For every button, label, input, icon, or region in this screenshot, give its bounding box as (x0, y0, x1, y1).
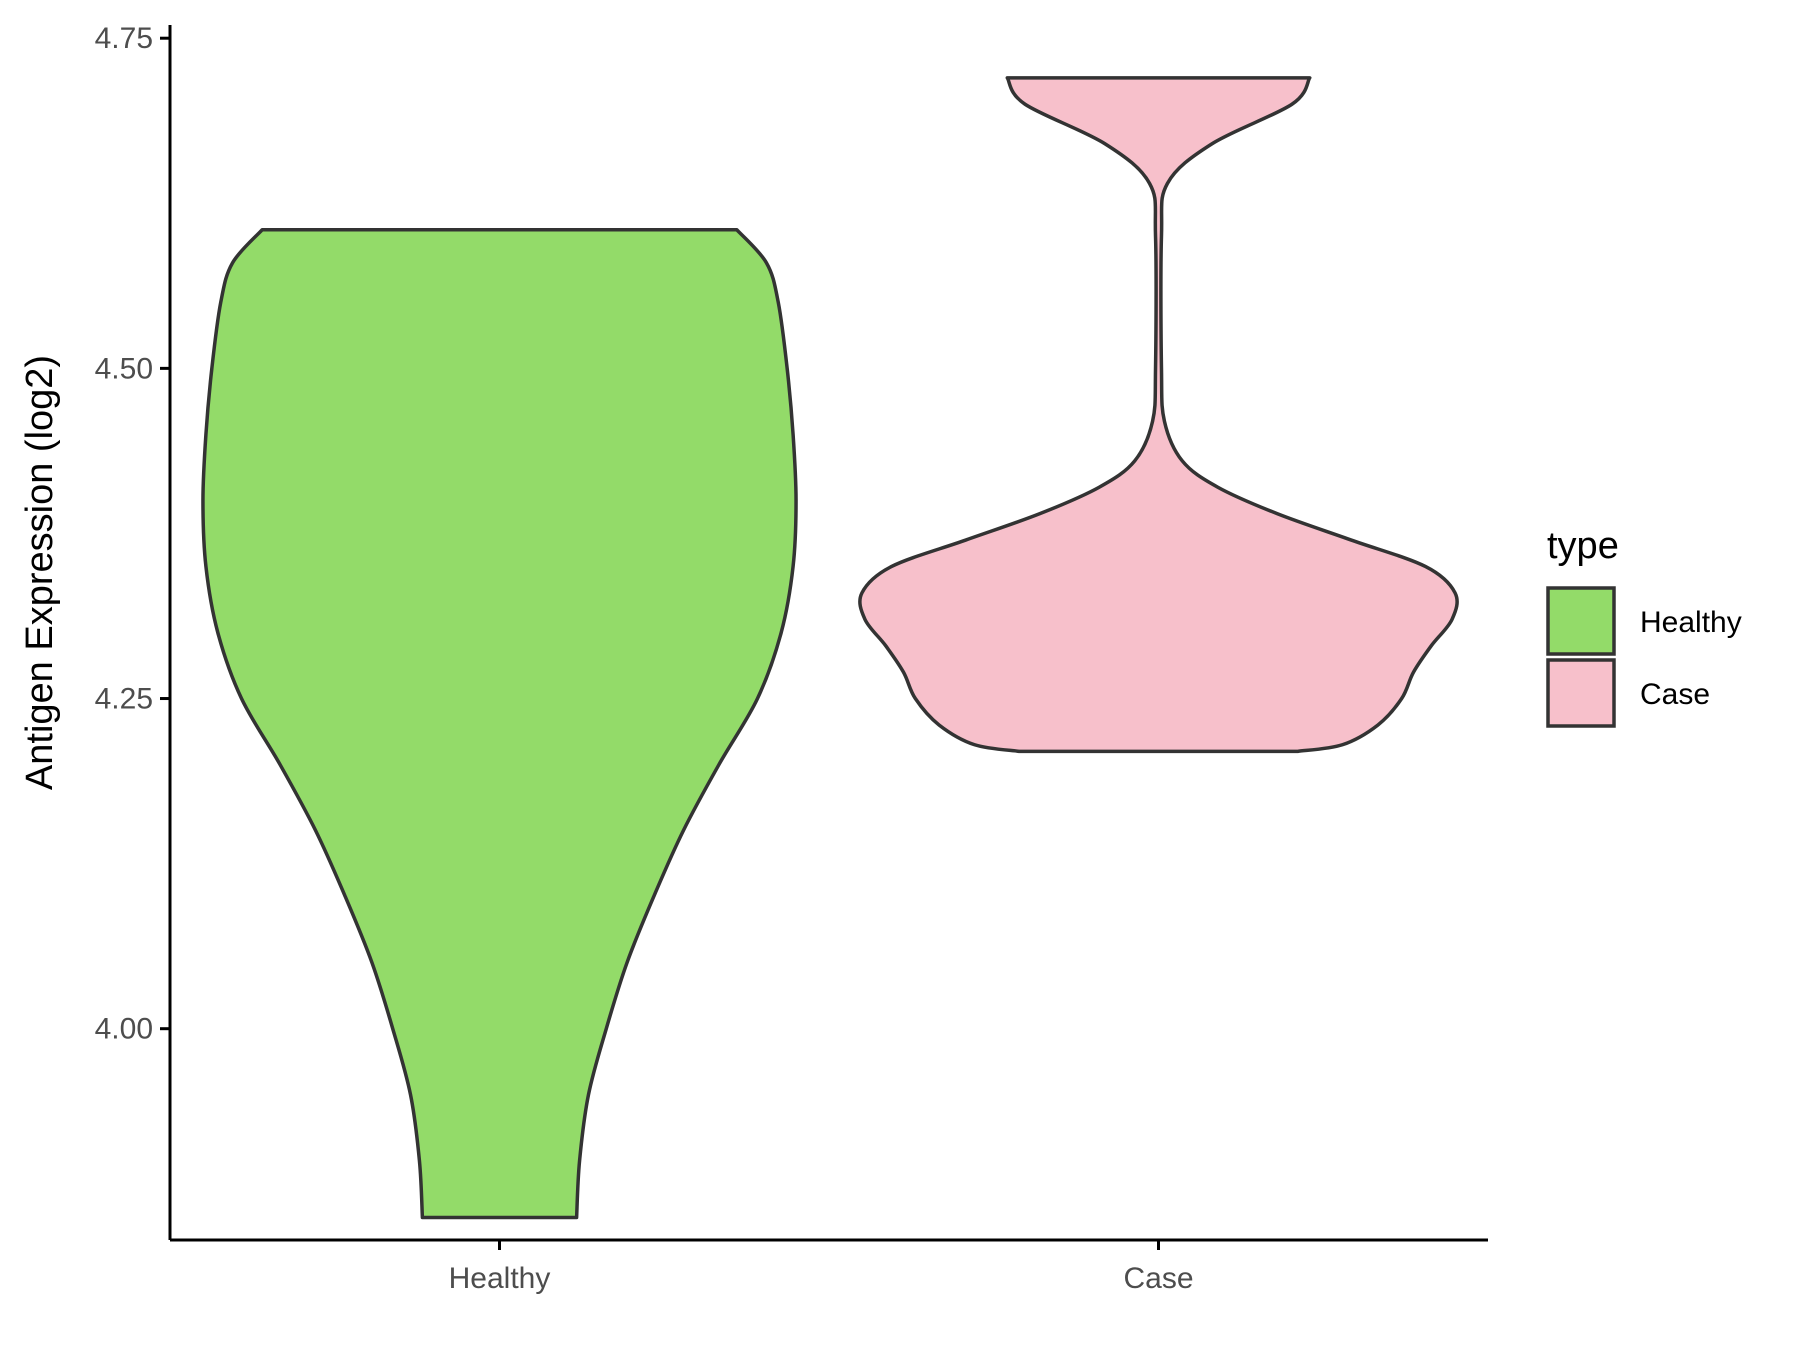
y-tick-label: 4.75 (95, 22, 153, 55)
legend-label-case: Case (1640, 678, 1710, 711)
y-axis-ticks: 4.00 4.25 4.50 4.75 (95, 22, 170, 1046)
violin-layer (201, 76, 1459, 1220)
legend-swatch-healthy (1546, 586, 1616, 656)
legend: type Healthy Case (1546, 525, 1742, 728)
y-tick-label: 4.25 (95, 683, 153, 716)
y-tick-label: 4.50 (95, 352, 153, 385)
violin-case (858, 76, 1459, 754)
legend-swatch-case (1546, 658, 1616, 728)
legend-title: type (1547, 525, 1619, 567)
x-tick-label: Healthy (449, 1262, 551, 1295)
y-axis-title: Antigen Expression (log2) (19, 355, 61, 790)
legend-label-healthy: Healthy (1640, 606, 1742, 639)
violin-healthy (201, 227, 798, 1220)
legend-items: Healthy Case (1546, 586, 1742, 728)
x-axis-ticks: Healthy Case (449, 1240, 1194, 1295)
y-tick-label: 4.00 (95, 1013, 153, 1046)
x-tick-label: Case (1123, 1262, 1193, 1295)
